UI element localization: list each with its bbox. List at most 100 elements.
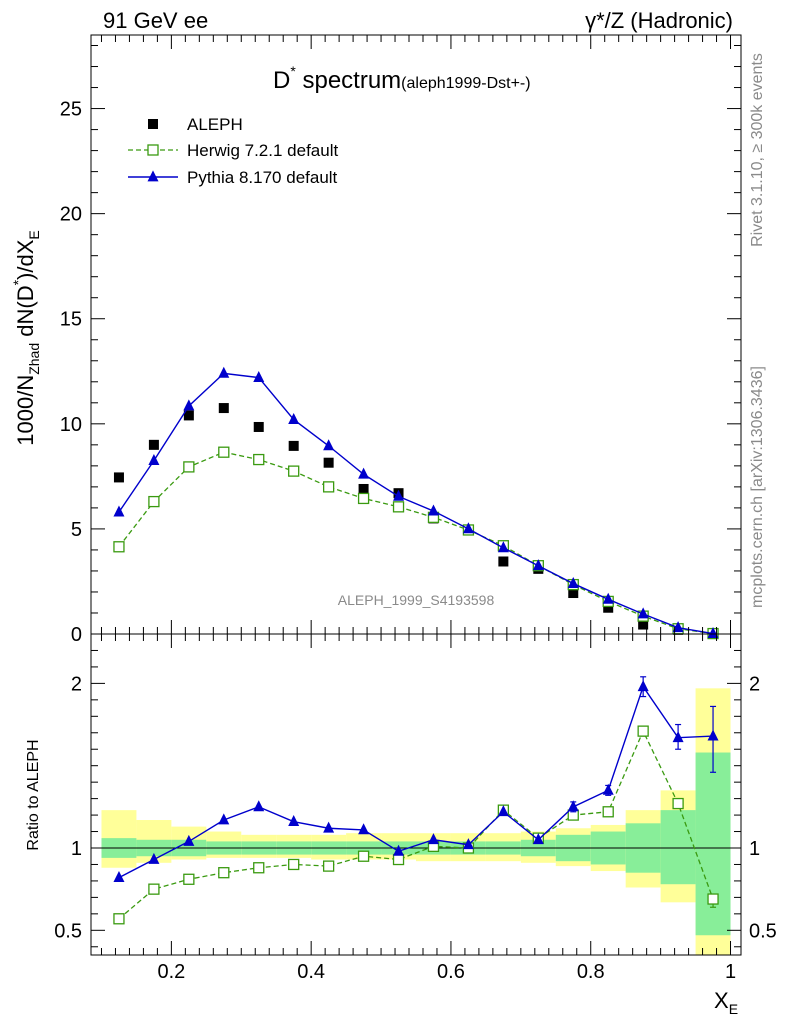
y-tick-label: 25 <box>60 99 82 121</box>
y-tick-label: 20 <box>60 204 82 226</box>
herwig-ratio-point <box>113 913 125 925</box>
herwig-ratio-point <box>707 893 719 905</box>
ratio-y-tick-label-left: 0.5 <box>54 920 82 942</box>
ratio-y-tick-label-right: 2 <box>749 673 760 695</box>
x-tick-label: 0.6 <box>437 961 465 983</box>
pythia-ratio-point <box>707 729 719 741</box>
legend-marker-aleph <box>148 119 158 129</box>
herwig-ratio-line <box>118 729 714 920</box>
herwig-ratio-point <box>253 862 265 874</box>
herwig-point <box>357 492 370 505</box>
legend-marker-pythia <box>147 170 159 182</box>
pythia-point <box>532 559 544 571</box>
pythia-point <box>427 504 439 516</box>
pythia-point <box>288 413 300 425</box>
herwig-ratio-point <box>183 873 195 885</box>
pythia-ratio-point <box>113 871 125 883</box>
pythia-point <box>567 576 579 588</box>
rivet-label: Rivet 3.1.10, ≥ 300k events <box>749 53 766 247</box>
ratio-y-tick-label-left: 2 <box>71 673 82 695</box>
pythia-point <box>637 607 649 619</box>
series-layer <box>113 366 719 640</box>
pythia-point <box>602 592 614 604</box>
pythia-point <box>462 522 474 534</box>
pythia-ratio-point <box>253 800 265 812</box>
pythia-ratio-point <box>427 833 439 845</box>
y-tick-label: 15 <box>60 309 82 331</box>
aleph-data-point <box>568 588 579 599</box>
header-left: 91 GeV ee <box>103 8 208 33</box>
pythia-point <box>113 505 125 517</box>
aleph-data-point <box>113 472 124 483</box>
ratio-series-layer <box>113 676 719 925</box>
ratio-y-tick-label-right: 0.5 <box>749 920 777 942</box>
ratio-y-tick-label-left: 1 <box>71 838 82 860</box>
pythia-point <box>218 366 230 378</box>
herwig-point <box>288 465 300 477</box>
legend-marker-herwig <box>147 144 159 156</box>
pythia-point <box>393 489 405 501</box>
herwig-ratio-point <box>288 858 300 871</box>
mcplots-label: mcplots.cern.ch [arXiv:1306.3436] <box>749 366 766 608</box>
herwig-ratio-point <box>218 867 230 879</box>
y-tick-label: 10 <box>60 414 82 436</box>
herwig-point <box>322 481 335 493</box>
herwig-ratio-point <box>357 850 370 862</box>
x-tick-label: 0.2 <box>157 961 185 983</box>
pythia-point <box>183 399 195 411</box>
pythia-line <box>118 372 714 635</box>
y-tick-label: 0 <box>71 624 82 646</box>
x-tick-label: 0.8 <box>577 961 605 983</box>
herwig-point <box>218 446 230 458</box>
pythia-point <box>672 621 684 633</box>
herwig-ratio-point <box>637 725 649 737</box>
pythia-ratio-point <box>183 834 195 846</box>
pythia-ratio-point <box>672 731 684 743</box>
aleph-data-point <box>638 619 649 630</box>
pythia-ratio-point <box>393 844 405 856</box>
pythia-point <box>358 467 370 479</box>
aleph-data-point <box>288 440 299 451</box>
pythia-ratio-point <box>323 821 335 833</box>
aleph-data-point <box>183 410 194 421</box>
herwig-point <box>183 461 195 473</box>
pythia-ratio-point <box>602 783 614 795</box>
analysis-watermark: ALEPH_1999_S4193598 <box>338 592 495 608</box>
ratio-uncertainty-bands <box>101 688 731 955</box>
legend-label: Pythia 8.170 default <box>187 168 338 187</box>
x-tick-label: 0.4 <box>297 961 325 983</box>
ratio-panel-frame <box>90 633 742 956</box>
aleph-data-point <box>323 457 334 468</box>
herwig-ratio-point <box>392 853 405 866</box>
pythia-ratio-point <box>462 838 474 850</box>
x-axis-label: XE <box>714 988 738 1017</box>
pythia-point <box>497 541 509 553</box>
pythia-point <box>148 454 160 466</box>
pythia-ratio-point <box>567 800 579 812</box>
herwig-point <box>113 541 125 553</box>
pythia-ratio-point <box>497 805 509 817</box>
ratio-y-axis-label: Ratio to ALEPH <box>25 739 42 850</box>
aleph-data-point <box>148 439 159 450</box>
herwig-point <box>392 501 405 513</box>
herwig-ratio-point <box>672 797 684 810</box>
ratio-y-tick-label-right: 1 <box>749 838 760 860</box>
pythia-ratio-point <box>358 823 370 835</box>
stat-uncertainty-band <box>660 810 696 885</box>
legend-label: ALEPH <box>187 115 243 134</box>
pythia-ratio-point <box>148 852 160 864</box>
legend-label: Herwig 7.2.1 default <box>187 141 338 160</box>
pythia-point <box>253 370 265 382</box>
pythia-point <box>707 626 719 638</box>
header-right: γ*/Z (Hadronic) <box>585 8 733 33</box>
pythia-ratio-line <box>118 685 714 879</box>
legend: ALEPH Herwig 7.2.1 default Pythia 8.170 de… <box>128 115 338 187</box>
herwig-point <box>253 453 265 466</box>
aleph-data-point <box>603 602 614 613</box>
x-tick-label: 1 <box>725 961 736 983</box>
aleph-data-point <box>498 556 509 567</box>
y-axis-label: 1000/NZhad dN(D*)/dXE <box>10 230 42 445</box>
pythia-ratio-point <box>532 833 544 845</box>
